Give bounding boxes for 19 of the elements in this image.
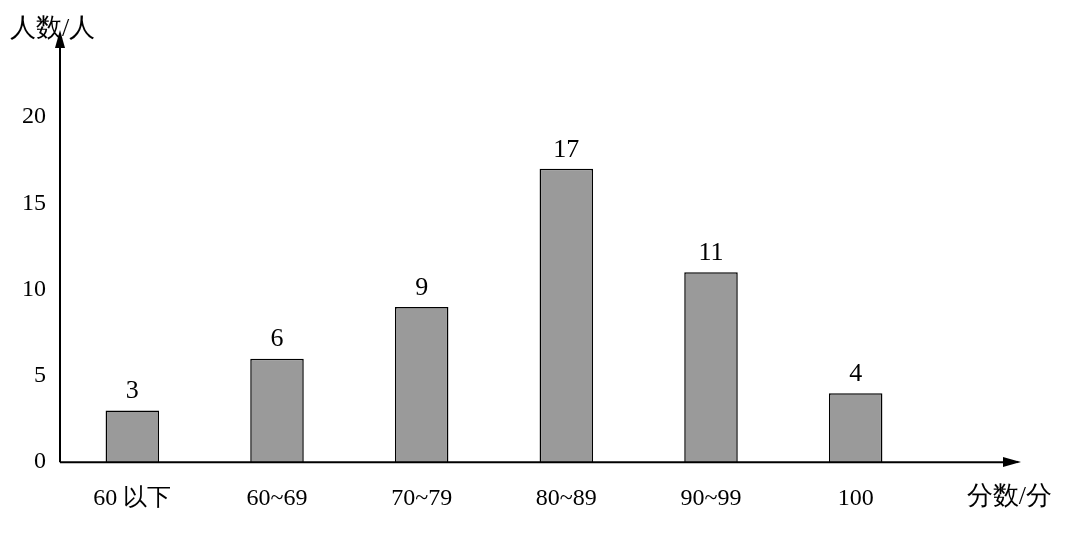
x-tick-label: 70~79 (391, 483, 453, 510)
y-tick-label: 10 (22, 274, 46, 301)
data-label: 3 (125, 375, 139, 405)
x-tick-label: 90~99 (680, 483, 742, 510)
data-label: 6 (270, 323, 284, 353)
x-tick-label: 60~69 (246, 483, 308, 510)
y-tick-label: 20 (22, 102, 46, 129)
y-tick-label: 15 (22, 188, 46, 215)
data-label: 17 (553, 133, 580, 163)
y-tick-label: 5 (34, 361, 46, 388)
x-tick-label: 100 (837, 483, 874, 510)
x-tick-label: 80~89 (535, 483, 597, 510)
data-label: 9 (415, 271, 429, 301)
y-axis-title: 人数/人 (10, 12, 96, 42)
x-tick-label: 60 以下 (93, 483, 172, 510)
data-label: 11 (698, 237, 724, 267)
data-label: 4 (849, 357, 863, 387)
y-tick-label: 0 (34, 447, 46, 474)
x-axis-title: 分数/分 (966, 481, 1052, 511)
